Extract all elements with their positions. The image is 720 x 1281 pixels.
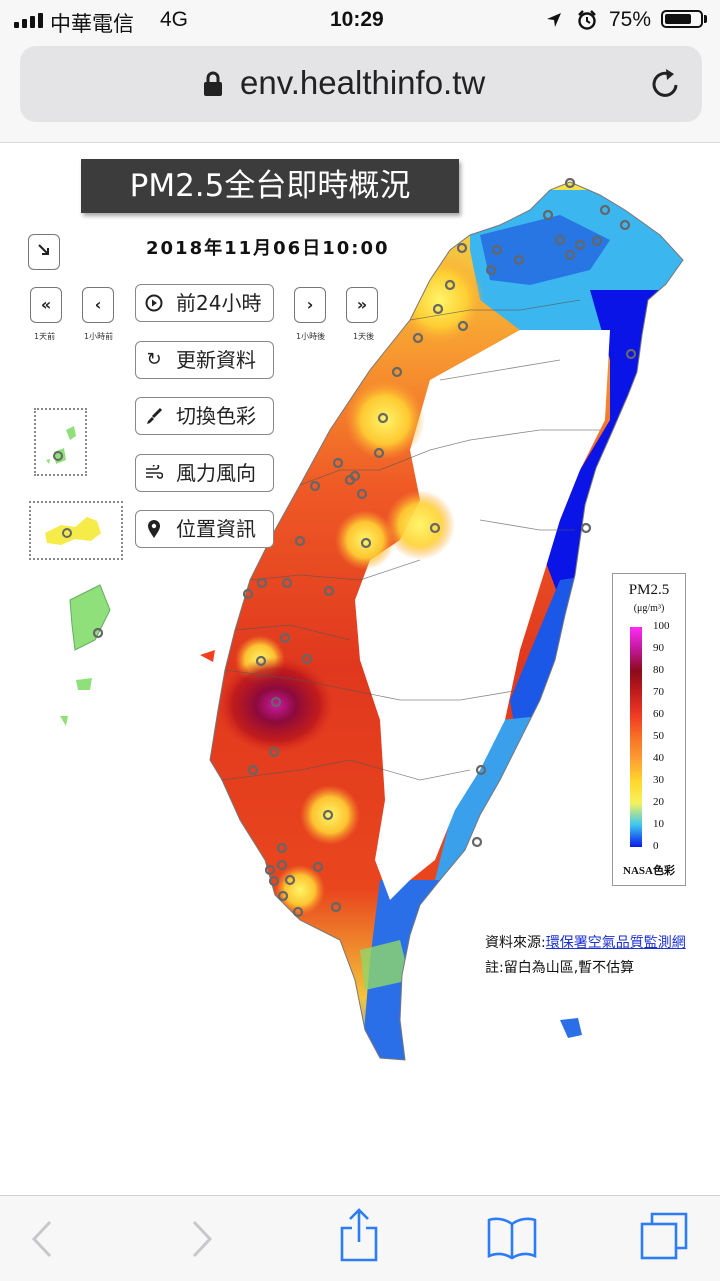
battery-tip [704, 15, 707, 23]
legend-tick: 40 [653, 752, 664, 764]
double-chevron-right-icon: » [356, 295, 368, 314]
map-pin-icon [144, 517, 164, 541]
kinmen-islands [45, 517, 101, 545]
share-icon[interactable] [339, 1208, 379, 1264]
refresh-data-label: 更新資料 [176, 348, 256, 372]
location-button[interactable]: 位置資訊 [135, 510, 274, 548]
refresh-icon: ↻ [146, 349, 162, 370]
map-datetime: 2018年11月06日10:00 [146, 238, 390, 259]
day-fwd-button[interactable]: » [346, 287, 378, 323]
day-fwd-label: 1天後 [353, 332, 375, 341]
legend-tick: 20 [653, 796, 664, 808]
switch-color-button[interactable]: 切換色彩 [135, 397, 274, 435]
legend-tick: 60 [653, 708, 664, 720]
location-label: 位置資訊 [176, 517, 256, 541]
data-source: 資料來源:環保署空氣品質監測網 [485, 932, 686, 952]
reload-icon[interactable] [651, 68, 681, 100]
play-24h-button[interactable]: 前24小時 [135, 284, 274, 322]
hour-fwd-button[interactable]: › [294, 287, 326, 323]
collapse-arrow-icon [38, 244, 49, 255]
legend-tick: 0 [653, 840, 659, 852]
wind-icon [144, 461, 164, 485]
taiwan-pm25-map[interactable] [0, 143, 720, 1193]
day-back-label: 1天前 [34, 332, 56, 341]
data-source-link[interactable]: 環保署空氣品質監測網 [545, 935, 686, 951]
pm25-legend: PM2.5 (μg/m³) 100 90 80 70 60 50 40 30 20 10 0 NAS… [612, 573, 686, 886]
wind-button[interactable]: 風力風向 [135, 454, 274, 492]
lock-icon [204, 71, 222, 96]
hour-back-label: 1小時前 [84, 332, 114, 341]
kinmen-inset[interactable] [29, 501, 123, 560]
legend-title: PM2.5 [628, 582, 670, 598]
legend-tick: 90 [653, 642, 664, 654]
signal-icon [14, 12, 44, 28]
legend-palette: NASA色彩 [623, 865, 675, 877]
paintbrush-icon [144, 404, 164, 428]
hour-back-button[interactable]: ‹ [82, 287, 114, 323]
switch-color-label: 切換色彩 [176, 404, 256, 428]
wind-label: 風力風向 [176, 461, 256, 485]
legend-color-bar [630, 627, 642, 847]
tabs-icon[interactable] [640, 1212, 690, 1262]
mountain-note: 註:留白為山區,暫不估算 [485, 960, 635, 976]
location-arrow-icon [547, 13, 561, 27]
legend-tick: 30 [653, 774, 664, 786]
url-text[interactable]: env.healthinfo.tw [240, 64, 486, 101]
collapse-button[interactable] [28, 234, 60, 270]
alarm-icon [578, 10, 596, 30]
battery-percent: 75% [609, 8, 652, 31]
status-bar [0, 0, 720, 40]
legend-tick: 100 [653, 620, 670, 632]
refresh-data-button[interactable]: ↻ 更新資料 [135, 341, 274, 379]
back-icon[interactable] [30, 1220, 54, 1258]
battery-icon [661, 10, 703, 28]
legend-tick: 50 [653, 730, 664, 742]
forward-icon[interactable] [190, 1220, 214, 1258]
bookmarks-icon[interactable] [486, 1216, 538, 1260]
play-24h-label: 前24小時 [176, 291, 262, 315]
legend-unit: (μg/m³) [633, 603, 665, 614]
carrier-name: 中華電信 [50, 13, 134, 36]
data-source-prefix: 資料來源: [485, 935, 546, 951]
double-chevron-left-icon: « [40, 295, 52, 314]
legend-tick: 70 [653, 686, 664, 698]
status-time: 10:29 [330, 8, 384, 31]
matsu-inset[interactable] [34, 408, 87, 476]
matsu-islands [46, 426, 76, 464]
chevron-right-icon: › [306, 295, 314, 314]
hour-fwd-label: 1小時後 [296, 332, 326, 341]
play-icon [144, 291, 164, 315]
day-back-button[interactable]: « [30, 287, 62, 323]
address-bar[interactable] [20, 46, 702, 122]
network-type: 4G [160, 8, 189, 31]
chevron-left-icon: ‹ [94, 295, 102, 314]
map-title: PM2.5全台即時概況 [81, 159, 459, 213]
legend-tick: 10 [653, 818, 664, 830]
legend-tick: 80 [653, 664, 664, 676]
